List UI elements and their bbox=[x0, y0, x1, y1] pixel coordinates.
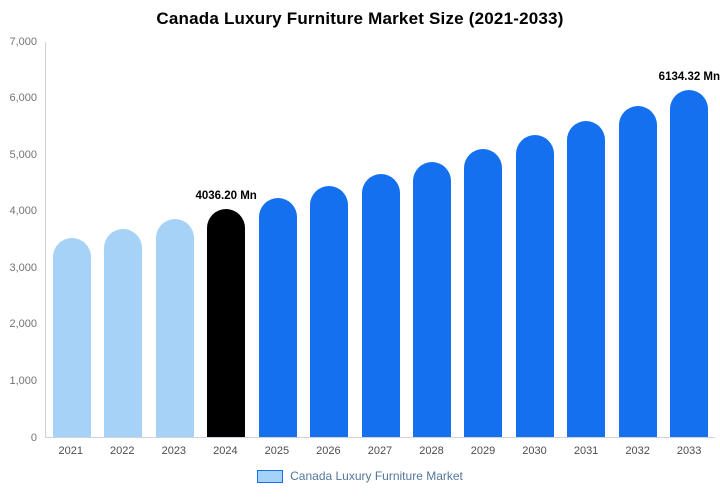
bar-2025 bbox=[258, 198, 297, 437]
legend: Canada Luxury Furniture Market bbox=[0, 469, 720, 483]
x-tick-label: 2026 bbox=[316, 445, 341, 457]
bar-2022 bbox=[104, 229, 143, 437]
x-axis: 2021 2022 2023 2024 2025 2026 2027 2028 2029 2030… bbox=[45, 445, 715, 457]
y-tick-label: 0 bbox=[30, 431, 37, 444]
legend-label: Canada Luxury Furniture Market bbox=[290, 469, 463, 483]
bar-2026 bbox=[310, 186, 349, 437]
x-tick-label: 2027 bbox=[367, 445, 393, 457]
x-tick-label: 2029 bbox=[470, 445, 496, 457]
x-tick-label: 2033 bbox=[676, 445, 702, 457]
x-tick-label: 2023 bbox=[161, 445, 187, 457]
bar-2027 bbox=[361, 174, 400, 437]
bar-2032 bbox=[618, 106, 657, 437]
x-tick-label: 2031 bbox=[573, 445, 599, 457]
bar-slot bbox=[46, 42, 97, 437]
chart-title: Canada Luxury Furniture Market Size (202… bbox=[156, 9, 564, 28]
legend-swatch-icon bbox=[257, 469, 284, 483]
bar-2024: 4036.20 Mn bbox=[195, 190, 257, 437]
x-tick-label: 2022 bbox=[110, 445, 135, 457]
bar-2021 bbox=[52, 238, 91, 437]
x-tick-label: 2030 bbox=[522, 445, 547, 457]
bar-2029 bbox=[464, 149, 503, 437]
bar-slot bbox=[149, 42, 200, 437]
y-tick-label: 4,000 bbox=[9, 205, 37, 218]
bar-value-label: 6134.32 Mn bbox=[658, 71, 720, 83]
bar-slot bbox=[561, 42, 612, 437]
x-tick-label: 2028 bbox=[419, 445, 444, 457]
x-tick-label: 2024 bbox=[213, 445, 238, 457]
y-tick-label: 2,000 bbox=[9, 318, 37, 331]
y-tick-label: 5,000 bbox=[9, 148, 37, 161]
bar-slot bbox=[509, 42, 560, 437]
y-tick-label: 1,000 bbox=[9, 374, 37, 387]
bar-2023 bbox=[155, 219, 194, 437]
bar-2031 bbox=[567, 121, 606, 437]
bar-slot bbox=[406, 42, 457, 437]
bar-2030 bbox=[515, 135, 554, 437]
bar-slot: 6134.32 Mn bbox=[659, 42, 720, 437]
bar-2028 bbox=[413, 162, 452, 437]
bar-slot bbox=[458, 42, 509, 437]
bar-slot bbox=[303, 42, 354, 437]
bar-slot bbox=[252, 42, 303, 437]
bar-slot: 4036.20 Mn bbox=[195, 42, 257, 437]
bar-slot bbox=[355, 42, 406, 437]
bar-slot bbox=[97, 42, 148, 437]
x-tick-label: 2032 bbox=[625, 445, 650, 457]
y-tick-label: 3,000 bbox=[9, 261, 37, 274]
bar-2033: 6134.32 Mn bbox=[659, 71, 720, 437]
y-tick-label: 6,000 bbox=[9, 92, 37, 105]
plot-area: 4036.20 Mn 6134.32 Mn bbox=[45, 42, 720, 438]
x-tick-label: 2021 bbox=[58, 445, 83, 457]
y-tick-label: 7,000 bbox=[9, 35, 37, 48]
bar-slot bbox=[612, 42, 663, 437]
x-tick-label: 2025 bbox=[264, 445, 290, 457]
bar-value-label: 4036.20 Mn bbox=[195, 190, 257, 202]
